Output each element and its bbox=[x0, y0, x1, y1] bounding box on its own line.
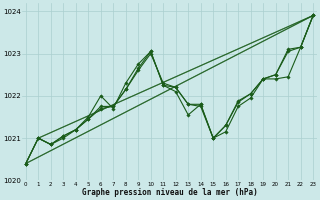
X-axis label: Graphe pression niveau de la mer (hPa): Graphe pression niveau de la mer (hPa) bbox=[82, 188, 257, 197]
